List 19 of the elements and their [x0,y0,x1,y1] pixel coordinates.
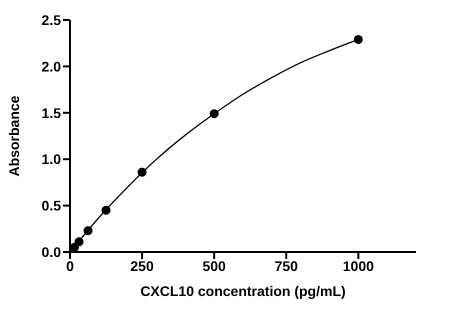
x-tick-label: 0 [66,258,74,274]
point [102,206,111,215]
point [210,109,219,118]
x-tick-label: 750 [274,258,298,274]
y-tick-label: 0.5 [42,198,62,214]
y-axis-title: Absorbance [6,95,22,176]
y-tick-label: 1.0 [42,151,62,168]
x-tick-label: 500 [202,258,226,274]
y-tick-label: 2.5 [42,12,62,28]
point [138,168,147,177]
y-tick-label: 0.0 [42,244,62,260]
x-tick-label: 250 [130,258,154,274]
point [74,237,84,246]
y-tick-label: 1.5 [42,104,62,121]
point [84,226,93,236]
point [354,34,363,44]
x-tick-label: 1000 [342,258,374,274]
x-axis-title: CXCL10 concentration (pg/mL) [140,283,346,299]
y-tick-label: 2.0 [42,58,62,74]
